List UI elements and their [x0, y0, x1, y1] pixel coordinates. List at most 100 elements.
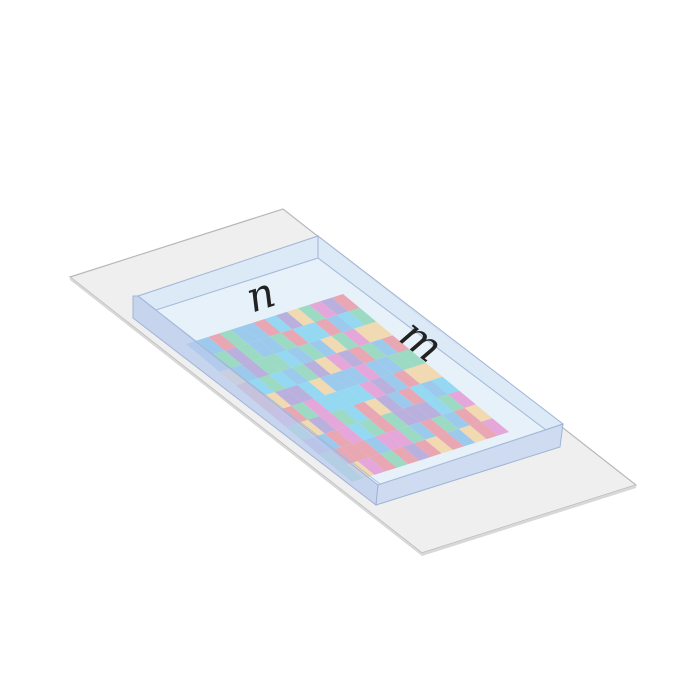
grid-tile: [380, 412, 409, 430]
grid-tile: [414, 401, 443, 419]
grid-tile: [370, 339, 399, 357]
grid-tile: [330, 370, 359, 388]
grid-tile: [386, 429, 414, 447]
grid-tile: [292, 325, 321, 343]
grid-tile: [236, 343, 265, 361]
grid-tile: [286, 308, 315, 326]
grid-tile: [397, 425, 426, 444]
grid-tile: [258, 336, 287, 354]
grid-tile: [375, 394, 404, 412]
grid-tile: [398, 349, 426, 367]
grid-tile: [230, 326, 259, 344]
grid-tile: [297, 343, 326, 361]
grid-tile: [213, 350, 242, 368]
grid-tile: [320, 335, 348, 354]
grid-tile: [281, 329, 309, 347]
grid-tile: [352, 440, 381, 458]
grid-tile: [331, 294, 360, 312]
grid-tile: [252, 357, 281, 375]
grid-tile: [430, 415, 459, 433]
grid-tile: [364, 398, 392, 416]
grid-tile: [286, 346, 315, 364]
grid-tile: [359, 342, 387, 360]
grid-tile: [369, 453, 397, 472]
grid-tile: [391, 408, 420, 426]
grid-tile: [275, 350, 304, 368]
grid-tile: [274, 388, 303, 406]
grid-tile: [242, 322, 270, 340]
grid-tile: [303, 322, 332, 340]
grid-tile: [403, 404, 431, 423]
grid-tile: [303, 360, 331, 378]
grid-tile: [325, 353, 354, 371]
grid-tile: [358, 380, 387, 399]
grid-tile: [348, 307, 377, 326]
grid-tile: [319, 412, 348, 430]
tile-grid: [186, 294, 509, 482]
base-plate-edge: [70, 277, 636, 556]
tray-inner-edge: [155, 257, 547, 485]
grid-tile: [448, 390, 476, 408]
grid-tile: [264, 353, 292, 372]
grid-tile: [453, 408, 482, 426]
grid-tile: [330, 408, 359, 427]
grid-tile: [353, 363, 382, 381]
grid-tile: [314, 318, 343, 336]
grid-tile: [258, 374, 286, 393]
grid-tile: [336, 349, 365, 368]
grid-tile: [420, 380, 448, 398]
grid-tile: [230, 364, 259, 382]
grid-tile: [408, 422, 437, 440]
grid-tile: [347, 422, 375, 441]
grid-tile: [375, 356, 404, 374]
grid-tile: [357, 457, 386, 475]
grid-tile: [392, 370, 421, 388]
grid-tile: [296, 419, 325, 437]
grid-tile: [241, 360, 270, 379]
grid-tile: [381, 373, 409, 392]
grid-tile: [313, 395, 342, 413]
grid-tile: [337, 311, 365, 329]
grid-tile: [325, 391, 353, 409]
grid-tile: [409, 383, 437, 402]
grid-tile: [403, 366, 432, 384]
grid-tile: [247, 339, 276, 358]
grid-tile: [470, 421, 498, 440]
grid-tile: [275, 311, 304, 330]
grid-tile: [458, 425, 487, 443]
grid-tile: [402, 443, 431, 461]
grid-tile: [291, 402, 320, 420]
grid-tile: [308, 339, 337, 357]
grid-tile: [347, 384, 376, 402]
grid-tile: [425, 436, 453, 454]
grid-tile: [369, 415, 398, 433]
grid-tile: [324, 429, 353, 448]
grid-tile: [269, 371, 298, 389]
grid-tile: [442, 411, 470, 429]
grid-tile: [335, 426, 364, 444]
grid-tile: [197, 336, 225, 355]
grid-tile: [280, 405, 308, 424]
grid-tile: [342, 328, 371, 347]
grid-tile: [387, 352, 415, 371]
grid-tile: [365, 321, 393, 339]
grid-tile: [297, 381, 326, 399]
grid-tile: [247, 378, 275, 396]
grid-tile: [353, 325, 382, 343]
grid-tile: [413, 439, 442, 457]
grid-tile: [414, 363, 443, 381]
grid-tile: [326, 314, 354, 333]
grid-tile: [363, 436, 392, 454]
grid-tile: [320, 297, 349, 315]
grid-tile: [374, 433, 403, 451]
grid-tile: [381, 335, 410, 353]
grid-tile: [291, 364, 320, 382]
grid-tile: [464, 404, 493, 422]
grid-tile: [364, 359, 393, 378]
grid-tile: [280, 367, 309, 385]
grid-tile: [342, 367, 370, 385]
grid-tile: [208, 333, 237, 351]
grid-tile: [380, 450, 409, 468]
grid-tile: [447, 428, 476, 447]
